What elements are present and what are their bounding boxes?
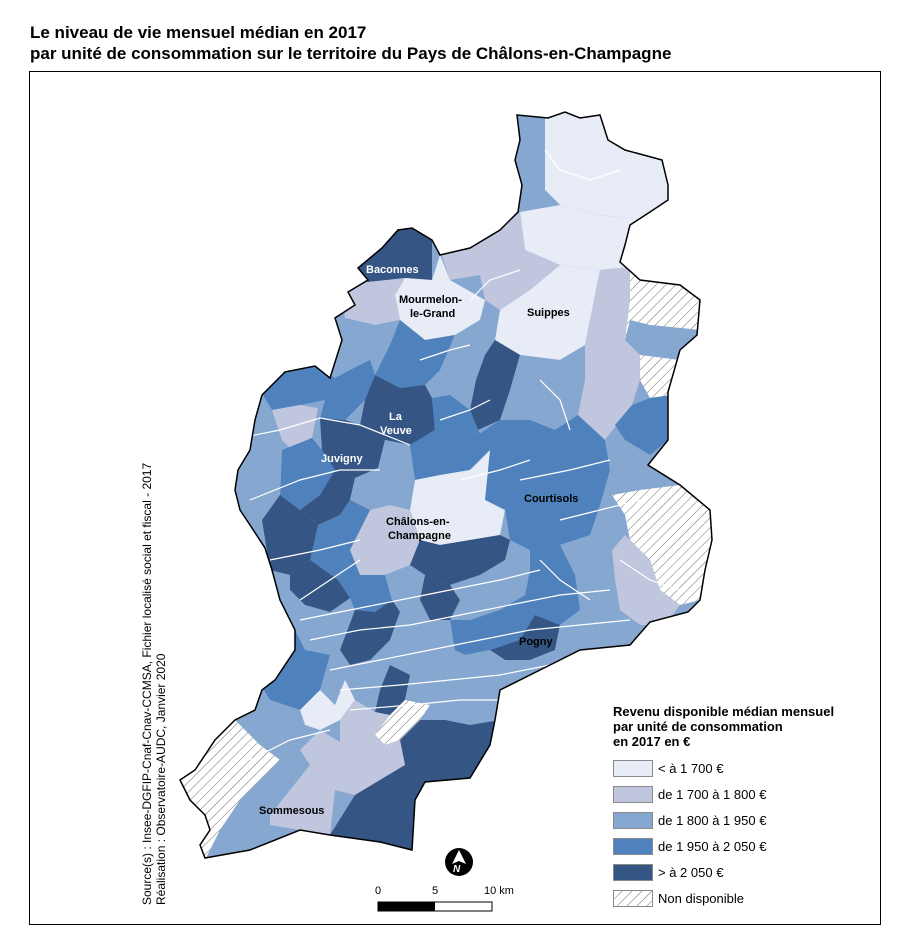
legend-swatch-2 — [613, 786, 653, 803]
scale-bar — [377, 901, 493, 912]
label-chalons-line1: Châlons-en- — [386, 516, 450, 528]
legend-label-3: de 1 800 à 1 950 € — [658, 813, 767, 828]
legend-title-line1: Revenu disponible médian mensuel — [613, 704, 835, 719]
legend-label-5: > à 2 050 € — [658, 865, 724, 880]
map-frame — [29, 71, 881, 925]
legend-title-line3: en 2017 en € — [613, 734, 691, 749]
legend-label-4: de 1 950 à 2 050 € — [658, 839, 767, 854]
territory-outline — [179, 111, 713, 859]
label-juvigny: Juvigny — [321, 453, 363, 465]
legend-label-6: Non disponible — [658, 891, 745, 906]
map-title-line2: par unité de consommation sur le territo… — [30, 44, 672, 63]
legend-swatch-5 — [613, 864, 653, 881]
scale-tick-5: 5 — [432, 885, 439, 897]
source-note: Source(s) : Insee-DGFIP-Cnaf-Cnav-CCMSA,… — [140, 463, 168, 905]
scale-tick-0: 0 — [375, 885, 382, 897]
legend-swatch-hatch — [613, 890, 653, 907]
label-mourmelon-line1: Mourmelon- — [399, 294, 462, 306]
label-sommesous: Sommesous — [259, 805, 325, 817]
source-line1: Source(s) : Insee-DGFIP-Cnaf-Cnav-CCMSA,… — [140, 462, 154, 905]
legend-label-1: < à 1 700 € — [658, 761, 724, 776]
legend-title-line2: par unité de consommation — [613, 719, 783, 734]
north-arrow-letter: N — [453, 864, 461, 875]
commune-boundaries — [229, 149, 681, 761]
north-arrow-icon — [445, 848, 473, 876]
map-title-line1: Le niveau de vie mensuel médian en 2017 — [30, 23, 367, 42]
legend-swatch-3 — [613, 812, 653, 829]
label-chalons-line2: Champagne — [388, 530, 451, 542]
label-la-veuve-line2: Veuve — [380, 425, 412, 437]
legend-label-2: de 1 700 à 1 800 € — [658, 787, 767, 802]
legend-swatch-4 — [613, 838, 653, 855]
label-courtisols: Courtisols — [524, 493, 579, 505]
source-line2: Réalisation : Observatoire-AUDC, Janvier… — [154, 653, 168, 905]
label-suippes: Suippes — [527, 307, 570, 319]
scale-tick-10: 10 km — [484, 885, 514, 897]
label-baconnes: Baconnes — [366, 264, 419, 276]
legend-swatch-1 — [613, 760, 653, 777]
label-mourmelon-line2: le-Grand — [410, 308, 456, 320]
label-pogny: Pogny — [519, 636, 553, 648]
map-legend: Revenu disponible médian mensuel par uni… — [613, 704, 873, 907]
label-la-veuve-line1: La — [389, 411, 402, 423]
